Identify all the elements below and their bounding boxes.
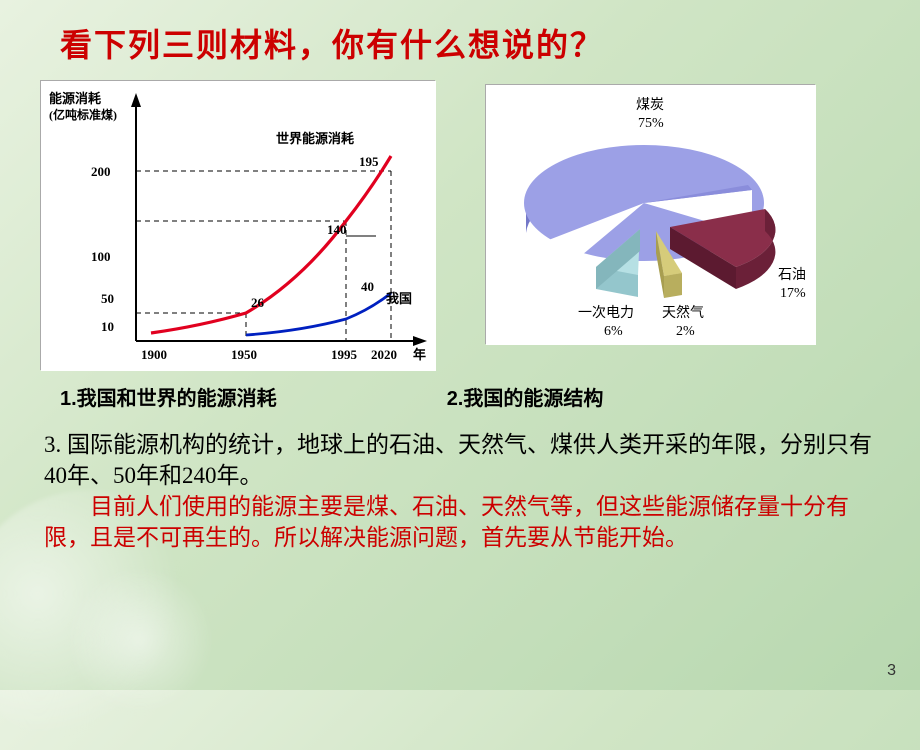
lbl-gas: 天然气 — [662, 304, 704, 321]
lbl-oil-pct: 17% — [780, 286, 806, 301]
ytick-200: 200 — [91, 164, 111, 179]
ytick-50: 50 — [101, 291, 114, 306]
val-40: 40 — [361, 279, 374, 294]
lbl-coal: 煤炭 — [636, 97, 664, 113]
energy-structure-pie-chart: 煤炭 75% 石油 17% 天然气 2% 一次电力 6% — [485, 84, 815, 344]
line-chart-svg: 能源消耗 (亿吨标准煤) 10 50 100 200 1900 1950 199… — [41, 81, 436, 371]
val-195: 195 — [359, 154, 379, 169]
xlabel-year: 年 — [413, 347, 426, 362]
lbl-oil: 石油 — [778, 267, 806, 283]
val-26: 26 — [251, 295, 265, 310]
lbl-elec-pct: 6% — [604, 324, 623, 339]
caption-2: 2.我国的能源结构 — [447, 382, 604, 411]
chart-captions: 1.我国和世界的能源消耗 2.我国的能源结构 — [60, 382, 880, 411]
legend-world: 世界能源消耗 — [276, 131, 354, 146]
lbl-coal-pct: 75% — [638, 116, 664, 131]
item3-black-text: 国际能源机构的统计，地球上的石油、天然气、煤供人类开采的年限，分别只有40年、5… — [44, 432, 872, 488]
slide: 看下列三则材料，你有什么想说的？ 能源消耗 (亿吨标准煤) — [0, 0, 920, 690]
ytick-10: 10 — [101, 319, 114, 334]
page-number: 3 — [887, 662, 896, 680]
lbl-elec: 一次电力 — [578, 305, 634, 321]
xtick-1900: 1900 — [141, 347, 167, 362]
chart1-ylabel-2: (亿吨标准煤) — [49, 107, 117, 122]
body-paragraph: 3. 国际能源机构的统计，地球上的石油、天然气、煤供人类开采的年限，分别只有40… — [40, 429, 880, 553]
xtick-2020: 2020 — [371, 347, 397, 362]
xtick-1995: 1995 — [331, 347, 358, 362]
chart1-ylabel-1: 能源消耗 — [49, 91, 101, 106]
item3-lead: 3. — [44, 432, 61, 457]
ytick-100: 100 — [91, 249, 111, 264]
xtick-1950: 1950 — [231, 347, 257, 362]
pie-chart-svg: 煤炭 75% 石油 17% 天然气 2% 一次电力 6% — [486, 85, 816, 345]
caption-1: 1.我国和世界的能源消耗 — [60, 382, 277, 411]
lbl-gas-pct: 2% — [676, 324, 695, 339]
legend-china: 我国 — [386, 291, 412, 306]
slide-title: 看下列三则材料，你有什么想说的？ — [60, 20, 880, 66]
energy-consumption-line-chart: 能源消耗 (亿吨标准煤) 10 50 100 200 1900 1950 199… — [40, 80, 435, 370]
val-140: 140 — [327, 222, 347, 237]
charts-row: 能源消耗 (亿吨标准煤) 10 50 100 200 1900 1950 199… — [40, 80, 880, 370]
item3-red-text: 目前人们使用的能源主要是煤、石油、天然气等，但这些能源储存量十分有限，且是不可再… — [44, 491, 876, 553]
